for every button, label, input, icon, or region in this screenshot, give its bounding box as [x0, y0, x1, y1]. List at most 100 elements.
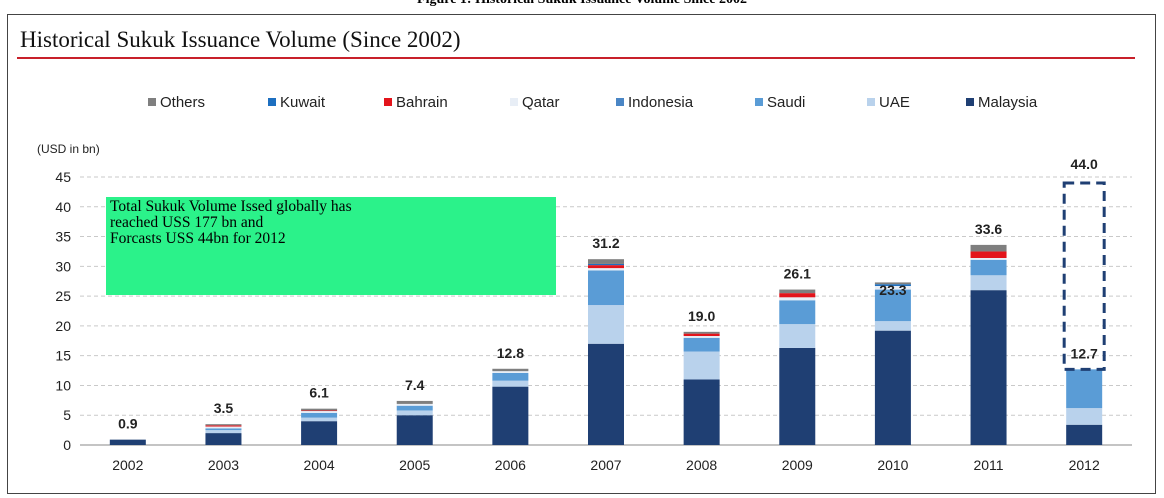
bar-segment-others [588, 259, 624, 264]
y-tick-label: 15 [55, 348, 71, 364]
bar-segment-uae [1066, 408, 1103, 425]
x-tick-label: 2011 [973, 457, 1003, 473]
bar-segment-malaysia [205, 433, 242, 445]
y-tick-label: 25 [55, 288, 71, 304]
bar-segment-uae [874, 321, 911, 331]
legend-label-qatar: Qatar [522, 93, 560, 111]
bar-total-label: 19.0 [688, 308, 715, 324]
legend-swatch-bahrain [384, 98, 392, 106]
legend-item-qatar: Qatar [510, 93, 560, 111]
figure-caption: Figure 1: Historical Sukuk Issuance Volu… [0, 0, 1164, 8]
legend-swatch-uae [867, 98, 875, 106]
bar-segment-bahrain [205, 425, 242, 427]
bar-segment-bahrain [301, 410, 338, 412]
bar-segment-uae [205, 430, 242, 434]
annotation-line-3: Forcasts USS 44bn for 2012 [110, 230, 286, 247]
bar-segment-qatar [588, 268, 624, 271]
x-tick-label: 2005 [399, 457, 430, 473]
bar-segment-qatar [683, 336, 720, 338]
annotation-line-1: Total Sukuk Volume Issed globally has [110, 198, 352, 215]
legend-item-saudi: Saudi [755, 93, 805, 111]
bar-segment-saudi [492, 372, 529, 381]
legend-item-uae: UAE [867, 93, 910, 111]
bar-segment-others [301, 408, 338, 411]
bar-total-label: 33.6 [975, 221, 1002, 237]
bar-segment-others [492, 368, 529, 372]
bar-segment-saudi [970, 259, 1007, 276]
bar-segment-qatar [205, 426, 242, 429]
legend-label-malaysia: Malaysia [978, 93, 1038, 111]
bar-segment-saudi [1066, 369, 1103, 409]
bar-segment-uae [683, 351, 720, 380]
bar-segment-kuwait [588, 263, 624, 266]
bar-total-label: 0.9 [118, 416, 138, 432]
bar-segment-others [779, 289, 816, 294]
bar-segment-malaysia [779, 347, 816, 445]
y-tick-label: 40 [55, 199, 71, 215]
bar-segment-saudi [874, 289, 911, 322]
bar-segment-others [874, 282, 911, 285]
y-tick-label: 5 [63, 407, 71, 423]
bar-segment-malaysia [683, 379, 720, 445]
bar-segment-others [970, 244, 1007, 252]
bar-segment-saudi [683, 337, 720, 352]
bar-segment-uae [779, 324, 816, 348]
bar-segment-saudi [779, 300, 816, 325]
title-underline [17, 57, 1135, 59]
x-tick-label: 2004 [304, 457, 335, 473]
legend-label-uae: UAE [879, 93, 910, 111]
y-axis-unit-label: (USD in bn) [37, 142, 100, 156]
legend-label-others: Others [160, 93, 206, 111]
legend-item-indonesia: Indonesia [616, 93, 693, 111]
forecast-label: 44.0 [1071, 156, 1098, 172]
forecast-dashed-box [1062, 181, 1106, 371]
bar-segment-malaysia [1066, 424, 1103, 445]
bar-segment-saudi [205, 428, 242, 431]
y-tick-label: 35 [55, 229, 71, 245]
x-tick-label: 2002 [112, 457, 143, 473]
bar-segment-malaysia [396, 415, 433, 445]
legend-swatch-others [148, 98, 156, 106]
bar-segment-uae [396, 410, 433, 416]
chart-frame [7, 14, 1156, 494]
legend-item-kuwait: Kuwait [268, 93, 325, 111]
bar-segment-others [683, 331, 720, 334]
x-tick-label: 2006 [495, 457, 526, 473]
bar-segment-uae [588, 305, 624, 344]
annotation-box: Total Sukuk Volume Issed globally has re… [106, 197, 556, 295]
y-tick-label: 30 [55, 258, 71, 274]
bar-total-label: 12.7 [1071, 345, 1098, 361]
y-tick-label: 0 [63, 437, 71, 453]
bar-segment-saudi [588, 270, 624, 306]
bar-total-label: 23.3 [879, 282, 906, 298]
legend-item-others: Others [148, 93, 205, 111]
bar-segment-bahrain [683, 333, 720, 337]
legend-label-indonesia: Indonesia [628, 93, 694, 111]
annotation-line-2: reached USS 177 bn and [110, 214, 264, 231]
bar-segment-bahrain [970, 251, 1007, 258]
x-tick-label: 2012 [1069, 457, 1100, 473]
legend-label-bahrain: Bahrain [396, 93, 448, 111]
bar-segment-others [205, 424, 242, 426]
bar-segment-others [396, 400, 433, 404]
bar-segment-qatar [492, 371, 529, 373]
x-tick-label: 2003 [208, 457, 239, 473]
bar-segment-bahrain [779, 293, 816, 298]
legend-item-bahrain: Bahrain [384, 93, 448, 111]
bar-segment-saudi [301, 412, 338, 418]
bar-total-label: 6.1 [309, 385, 329, 401]
bar-segment-saudi [396, 405, 433, 411]
bar-total-label: 26.1 [784, 266, 811, 282]
bar-segment-uae [301, 417, 338, 422]
legend-swatch-saudi [755, 98, 763, 106]
legend-swatch-indonesia [616, 98, 624, 106]
bar-segment-malaysia [109, 439, 146, 445]
y-tick-label: 45 [55, 169, 71, 185]
legend-label-kuwait: Kuwait [280, 93, 326, 111]
bar-segment-kuwait [874, 284, 911, 286]
bar-total-label: 12.8 [497, 345, 524, 361]
x-tick-label: 2007 [590, 457, 621, 473]
bar-segment-qatar [970, 257, 1007, 260]
legend-swatch-qatar [510, 98, 518, 106]
bar-segment-malaysia [588, 343, 624, 445]
